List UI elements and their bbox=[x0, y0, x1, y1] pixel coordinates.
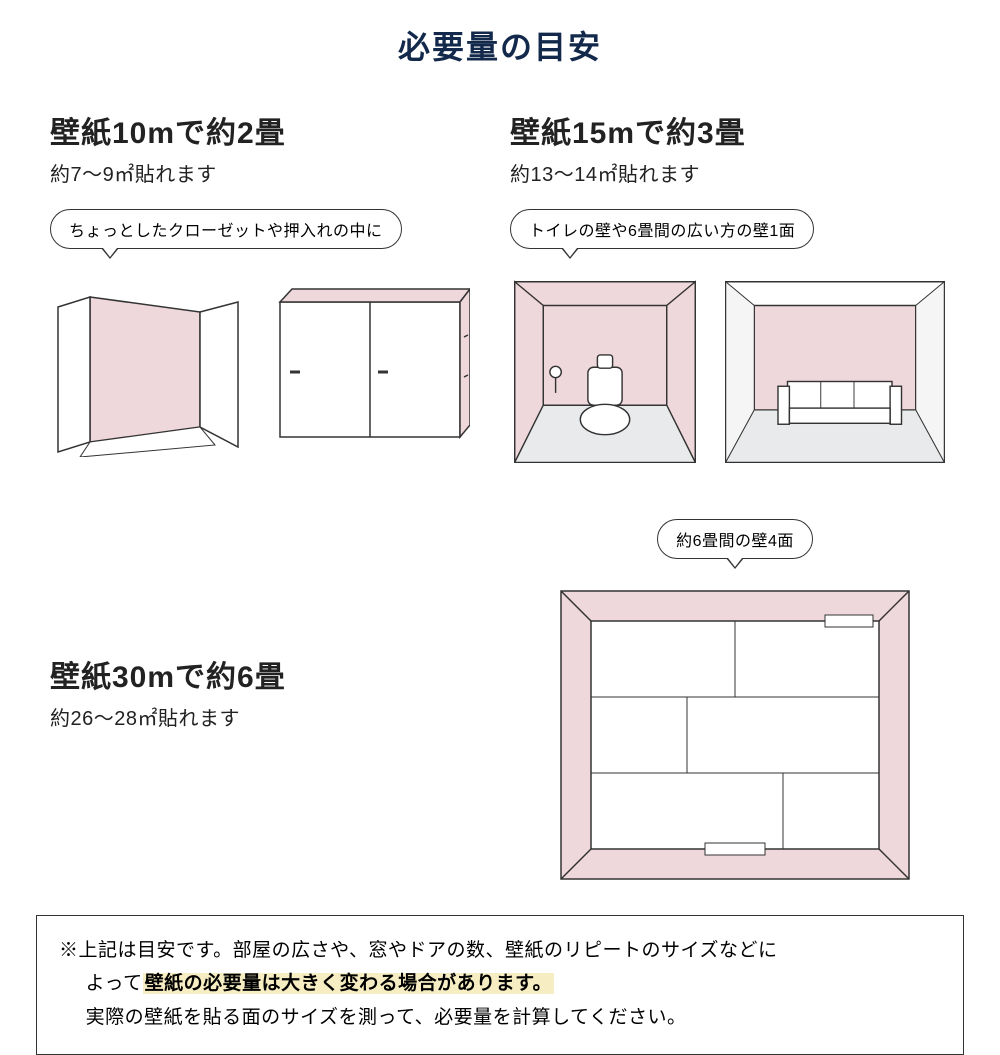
heading-30m: 壁紙30mで約6畳 bbox=[50, 652, 480, 696]
top-grid: 壁紙10mで約2畳 約7〜9㎡貼れます ちょっとしたクローゼットや押入れの中に bbox=[0, 68, 1000, 467]
sub-15m: 約13〜14㎡貼れます bbox=[510, 158, 950, 187]
bubble-15m: トイレの壁や6畳間の広い方の壁1面 bbox=[510, 209, 814, 249]
section-30m: 壁紙30mで約6畳 約26〜28㎡貼れます bbox=[50, 652, 480, 731]
toilet-room-icon bbox=[510, 277, 700, 467]
bottom-grid: 壁紙30mで約6畳 約26〜28㎡貼れます 約6畳間の壁4面 bbox=[0, 467, 1000, 885]
note-line2: よって壁紙の必要量は大きく変わる場合があります。 bbox=[59, 967, 941, 1000]
note-line3: 実際の壁紙を貼る面のサイズを測って、必要量を計算してください。 bbox=[59, 1001, 941, 1034]
bubble-30m: 約6畳間の壁4面 bbox=[657, 519, 813, 559]
sub-10m: 約7〜9㎡貼れます bbox=[50, 158, 470, 187]
page-title: 必要量の目安 bbox=[0, 0, 1000, 68]
illustrations-10m bbox=[50, 277, 470, 457]
illustrations-15m bbox=[510, 277, 950, 467]
section-15m: 壁紙15mで約3畳 約13〜14㎡貼れます トイレの壁や6畳間の広い方の壁1面 bbox=[510, 108, 950, 467]
floorplan-icon bbox=[520, 585, 950, 885]
closet-open-icon bbox=[50, 277, 250, 457]
sub-30m: 約26〜28㎡貼れます bbox=[50, 702, 480, 731]
note-line1: ※上記は目安です。部屋の広さや、窓やドアの数、壁紙のリピートのサイズなどに bbox=[59, 940, 777, 961]
section-10m: 壁紙10mで約2畳 約7〜9㎡貼れます ちょっとしたクローゼットや押入れの中に bbox=[50, 108, 470, 467]
note-line2-pre: よって bbox=[86, 973, 143, 994]
heading-15m: 壁紙15mで約3畳 bbox=[510, 108, 950, 152]
bubble-10m: ちょっとしたクローゼットや押入れの中に bbox=[50, 209, 402, 249]
heading-10m: 壁紙10mで約2畳 bbox=[50, 108, 470, 152]
note-box: ※上記は目安です。部屋の広さや、窓やドアの数、壁紙のリピートのサイズなどに よっ… bbox=[36, 915, 964, 1055]
note-highlight: 壁紙の必要量は大きく変わる場合があります。 bbox=[143, 973, 555, 994]
section-30m-right: 約6畳間の壁4面 bbox=[520, 497, 950, 885]
room-one-wall-icon bbox=[720, 277, 950, 467]
closet-sliding-icon bbox=[270, 277, 470, 457]
